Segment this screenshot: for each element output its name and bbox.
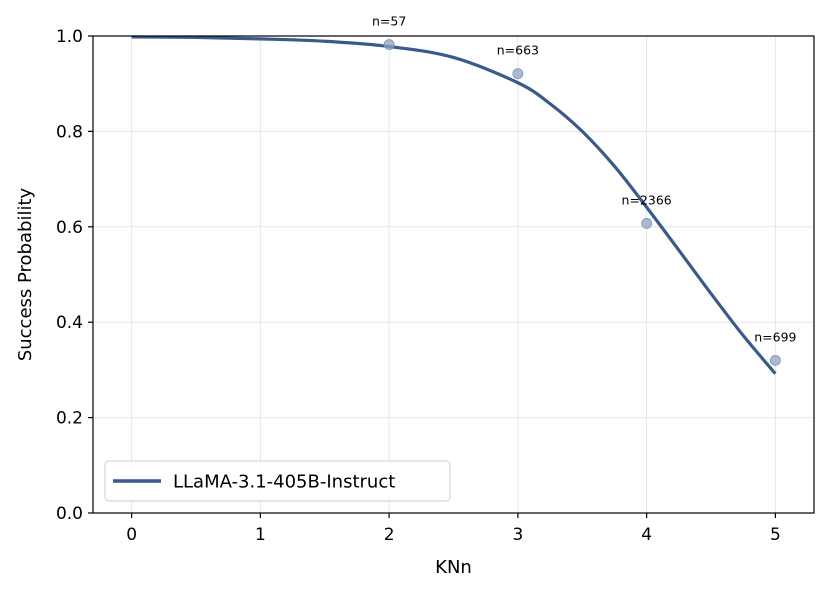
data-point	[383, 39, 395, 50]
x-tick-label: 2	[384, 525, 395, 545]
data-point	[641, 218, 653, 229]
data-point	[512, 68, 524, 80]
y-tick-label: 0.8	[56, 122, 83, 142]
x-tick-label: 3	[512, 525, 523, 545]
legend-box	[104, 460, 451, 502]
y-tick-label: 0.0	[56, 504, 83, 524]
data-points	[383, 39, 781, 366]
y-tick-label: 1.0	[56, 27, 83, 47]
point-labels: n=57 n=663 n=2366 n=699	[372, 14, 797, 345]
x-tick-label: 1	[255, 525, 266, 545]
x-tick-label: 4	[641, 525, 652, 545]
axis-ticks: 0 1 2 3 4 5 0.0 0.2 0.4 0.6 0.8 1.0	[56, 27, 781, 545]
legend: LLaMA-3.1-405B-Instruct	[104, 460, 451, 502]
data-point-label: n=663	[497, 43, 539, 58]
data-point-label: n=2366	[622, 192, 672, 207]
legend-label: LLaMA-3.1-405B-Instruct	[173, 472, 395, 493]
y-tick-label: 0.6	[56, 218, 83, 238]
x-tick-label: 5	[770, 525, 781, 545]
x-tick-label: 0	[126, 525, 137, 545]
grid	[93, 35, 814, 514]
plot-frame	[92, 35, 815, 514]
data-point	[769, 354, 781, 366]
y-tick-label: 0.4	[56, 313, 83, 333]
y-axis-label: Success Probability	[15, 187, 36, 361]
series-curve	[131, 35, 777, 375]
curves	[131, 35, 777, 375]
x-axis-label: KNn	[435, 557, 472, 578]
y-tick-label: 0.2	[56, 409, 83, 429]
data-point-label: n=57	[372, 14, 406, 29]
data-point-label: n=699	[754, 329, 796, 344]
